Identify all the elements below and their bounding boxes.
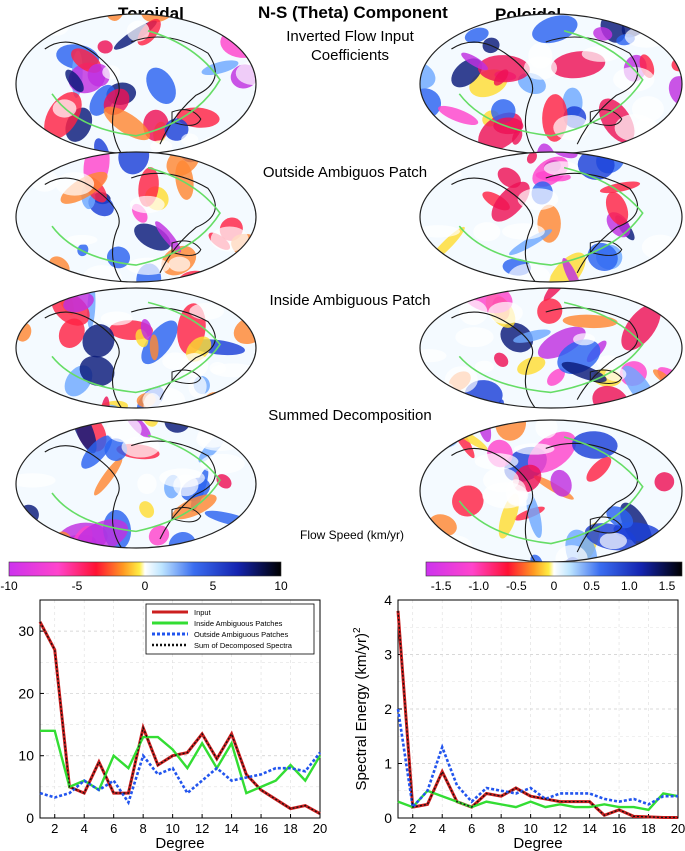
x-tick-1-5: 12 — [553, 821, 567, 836]
plot-frame-0 — [39, 599, 321, 819]
colorbar-0-tick-2: 0 — [142, 579, 149, 592]
colorbars: -10 -5 0 5 10 -1.5 -1.0 -0.5 0 0.5 1.0 1.5 — [0, 561, 683, 592]
x-tick-1-6: 14 — [582, 821, 596, 836]
x-tick-0-6: 14 — [224, 821, 238, 836]
colorbar-1-tick-5: 1.0 — [621, 579, 638, 592]
x-tick-1-2: 6 — [468, 821, 475, 836]
y-tick-0-3: 30 — [18, 623, 34, 639]
y-tick-1-4: 4 — [384, 592, 392, 608]
colorbar-1-tick-3: 0 — [551, 579, 558, 592]
x-tick-1-7: 16 — [612, 821, 626, 836]
legend-label-1: Inside Ambiguous Patches — [194, 619, 283, 628]
x-tick-0-4: 10 — [165, 821, 179, 836]
x-axis-label-1: Degree — [513, 835, 562, 851]
y-tick-0-0: 0 — [26, 810, 34, 826]
x-tick-0-0: 2 — [51, 821, 58, 836]
series-line-0-3 — [39, 621, 321, 815]
spectrum-chart-0: 2 4 6 8 10 12 14 16 18 20 0 10 20 30 Degree Input Inside… — [18, 599, 327, 851]
row-label-summed: Summed Decomposition — [268, 407, 432, 424]
colorbar-0-tick-0: -10 — [0, 579, 18, 592]
x-tick-1-4: 10 — [523, 821, 537, 836]
colorbar-title: Flow Speed (km/yr) — [300, 528, 405, 542]
row-label-inside: Inside Ambiguous Patch — [269, 292, 431, 309]
x-tick-1-1: 4 — [439, 821, 446, 836]
series-line-1-1 — [397, 789, 679, 812]
x-tick-1-3: 8 — [498, 821, 505, 836]
y-tick-1-3: 3 — [384, 647, 392, 663]
x-tick-0-2: 6 — [110, 821, 117, 836]
series-line-1-0 — [396, 610, 678, 819]
y-axis-label-1: Spectral Energy (km/yr)2 — [352, 627, 370, 791]
y-tick-1-0: 0 — [384, 810, 392, 826]
y-tick-1-1: 1 — [384, 756, 392, 772]
row-label-outside: Outside Ambiguos Patch — [262, 164, 428, 181]
x-tick-1-8: 18 — [641, 821, 655, 836]
x-tick-0-3: 8 — [140, 821, 147, 836]
colorbar-1-tick-1: -1.0 — [468, 579, 489, 592]
x-tick-0-7: 16 — [254, 821, 268, 836]
legend-label-2: Outside Ambiguous Patches — [194, 630, 288, 639]
x-tick-1-0: 2 — [409, 821, 416, 836]
flow-map-0 — [16, 14, 256, 154]
x-tick-1-9: 20 — [671, 821, 685, 836]
colorbar-1-tick-4: 0.5 — [583, 579, 600, 592]
map-outline-5 — [419, 287, 683, 409]
colorbar-0-tick-1: -5 — [72, 579, 83, 592]
colorbar-1 — [425, 561, 683, 577]
colorbar-1-tick-6: 1.5 — [659, 579, 676, 592]
series-line-1-2 — [396, 708, 678, 811]
map-outline-4 — [15, 287, 257, 409]
colorbar-0 — [8, 561, 282, 577]
y-tick-0-1: 10 — [18, 748, 34, 764]
y-tick-1-2: 2 — [384, 701, 392, 717]
figure-title: N-S (Theta) Component — [258, 3, 448, 22]
x-tick-0-5: 12 — [195, 821, 209, 836]
colorbar-0-tick-4: 10 — [274, 579, 288, 592]
colorbar-0-tick-3: 5 — [210, 579, 217, 592]
x-tick-0-8: 18 — [283, 821, 297, 836]
map-outline-6 — [15, 419, 257, 549]
flow-map-4 — [16, 288, 256, 408]
map-outline-3 — [419, 151, 683, 283]
colorbar-1-tick-2: -0.5 — [506, 579, 527, 592]
x-axis-label-0: Degree — [155, 835, 204, 851]
map-outline-2 — [15, 151, 257, 283]
spectra-charts: 2 4 6 8 10 12 14 16 18 200102030DegreeInputInside… — [18, 592, 685, 851]
y-tick-0-2: 20 — [18, 685, 34, 701]
flow-map-1 — [420, 14, 682, 154]
legend-label-0: Input — [194, 608, 212, 617]
colorbar-1-tick-0: -1.5 — [431, 579, 452, 592]
x-tick-0-1: 4 — [81, 821, 88, 836]
row-label-inverted: Inverted Flow Input Coefficients — [286, 28, 414, 64]
maps-panel — [15, 13, 683, 563]
chart-legend: Input Inside Ambiguous Patches Outside Amb… — [145, 603, 315, 655]
series-line-0-2 — [39, 751, 322, 806]
legend-label-3: Sum of Decomposed Spectra — [194, 641, 293, 650]
x-tick-0-9: 20 — [313, 821, 327, 836]
series-line-1-3 — [397, 610, 678, 819]
